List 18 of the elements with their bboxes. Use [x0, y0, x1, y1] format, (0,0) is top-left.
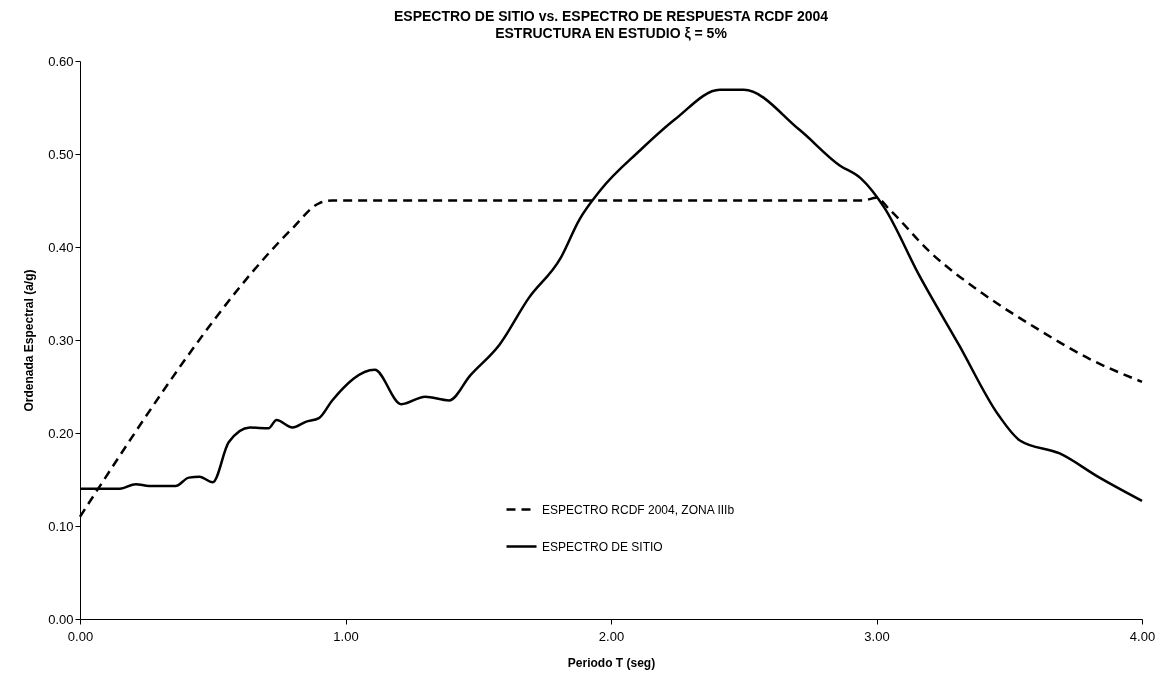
x-tick-label: 0.00	[67, 628, 94, 644]
x-tick-label: 4.00	[1129, 628, 1156, 644]
x-axis-title: Periodo T (seg)	[567, 655, 656, 670]
y-tick-label: 0.50	[48, 146, 74, 162]
y-axis-title: Ordenada Espectral (a/g)	[22, 269, 37, 412]
legend-label: ESPECTRO DE SITIO	[542, 539, 663, 554]
x-tick-label: 2.00	[598, 628, 625, 644]
y-tick-label: 0.60	[48, 53, 74, 69]
legend-label: ESPECTRO RCDF 2004, ZONA IIIb	[542, 502, 735, 517]
y-tick-label: 0.10	[48, 518, 74, 534]
x-tick-label: 1.00	[333, 628, 359, 644]
text: ESTRUCTURA EN ESTUDIO ξ = 5%	[495, 25, 727, 41]
y-tick-label: 0.20	[48, 425, 74, 441]
y-tick-label: 0.00	[48, 611, 74, 627]
y-tick-label: 0.30	[48, 332, 74, 348]
x-tick-label: 3.00	[864, 628, 890, 644]
y-tick-label: 0.40	[48, 239, 74, 255]
text: ESPECTRO DE SITIO vs. ESPECTRO DE RESPUESTA RCDF 2004	[393, 8, 829, 24]
